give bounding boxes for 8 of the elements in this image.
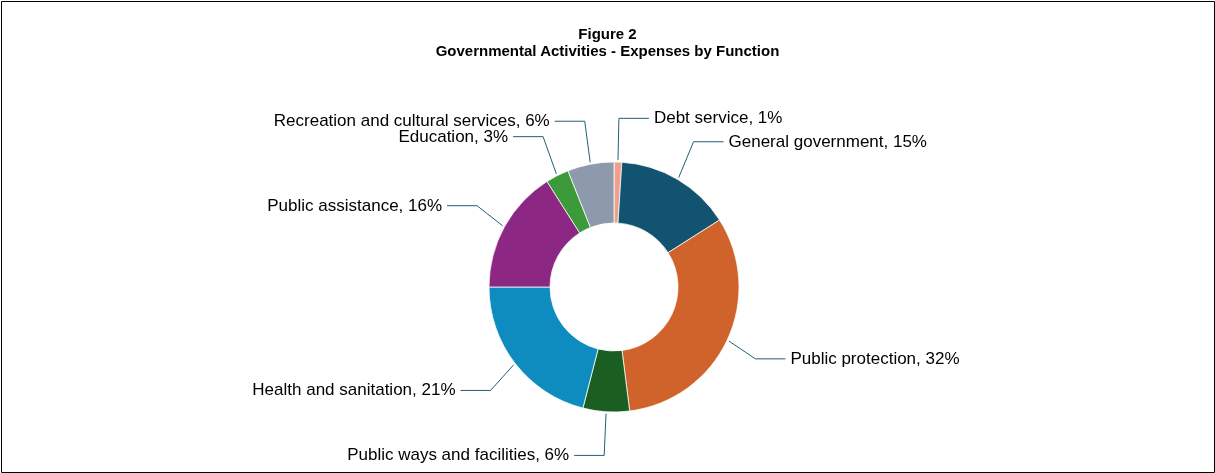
slice-label: Public protection, 32% — [790, 348, 960, 368]
chart-title: Figure 2 — [578, 25, 637, 42]
slice-label: Public assistance, 16% — [267, 195, 443, 215]
slice-label: General government, 15% — [728, 131, 927, 151]
slice-label: Public ways and facilities, 6% — [347, 445, 570, 465]
slice-label: Debt service, 1% — [653, 108, 783, 128]
slice-label: Health and sanitation, 21% — [252, 380, 456, 400]
chart-subtitle: Governmental Activities - Expenses by Function — [435, 42, 780, 59]
